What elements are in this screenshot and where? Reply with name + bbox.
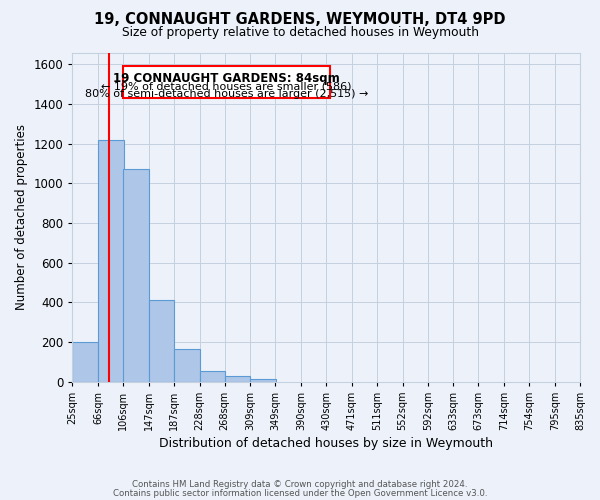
Text: 19, CONNAUGHT GARDENS, WEYMOUTH, DT4 9PD: 19, CONNAUGHT GARDENS, WEYMOUTH, DT4 9PD	[94, 12, 506, 28]
Bar	[200, 370, 225, 382]
Y-axis label: Number of detached properties: Number of detached properties	[15, 124, 28, 310]
Bar	[123, 170, 149, 382]
FancyBboxPatch shape	[123, 66, 330, 98]
Text: 19 CONNAUGHT GARDENS: 84sqm: 19 CONNAUGHT GARDENS: 84sqm	[113, 72, 340, 85]
Text: Contains HM Land Registry data © Crown copyright and database right 2024.: Contains HM Land Registry data © Crown c…	[132, 480, 468, 489]
Bar	[98, 140, 124, 382]
Bar	[250, 378, 276, 382]
Text: Contains public sector information licensed under the Open Government Licence v3: Contains public sector information licen…	[113, 489, 487, 498]
Bar	[149, 300, 175, 382]
Text: ← 19% of detached houses are smaller (586): ← 19% of detached houses are smaller (58…	[101, 81, 352, 91]
Bar	[73, 342, 98, 382]
Text: Size of property relative to detached houses in Weymouth: Size of property relative to detached ho…	[121, 26, 479, 39]
X-axis label: Distribution of detached houses by size in Weymouth: Distribution of detached houses by size …	[159, 437, 493, 450]
Bar	[174, 349, 200, 382]
Bar	[224, 376, 250, 382]
Text: 80% of semi-detached houses are larger (2,515) →: 80% of semi-detached houses are larger (…	[85, 88, 368, 99]
